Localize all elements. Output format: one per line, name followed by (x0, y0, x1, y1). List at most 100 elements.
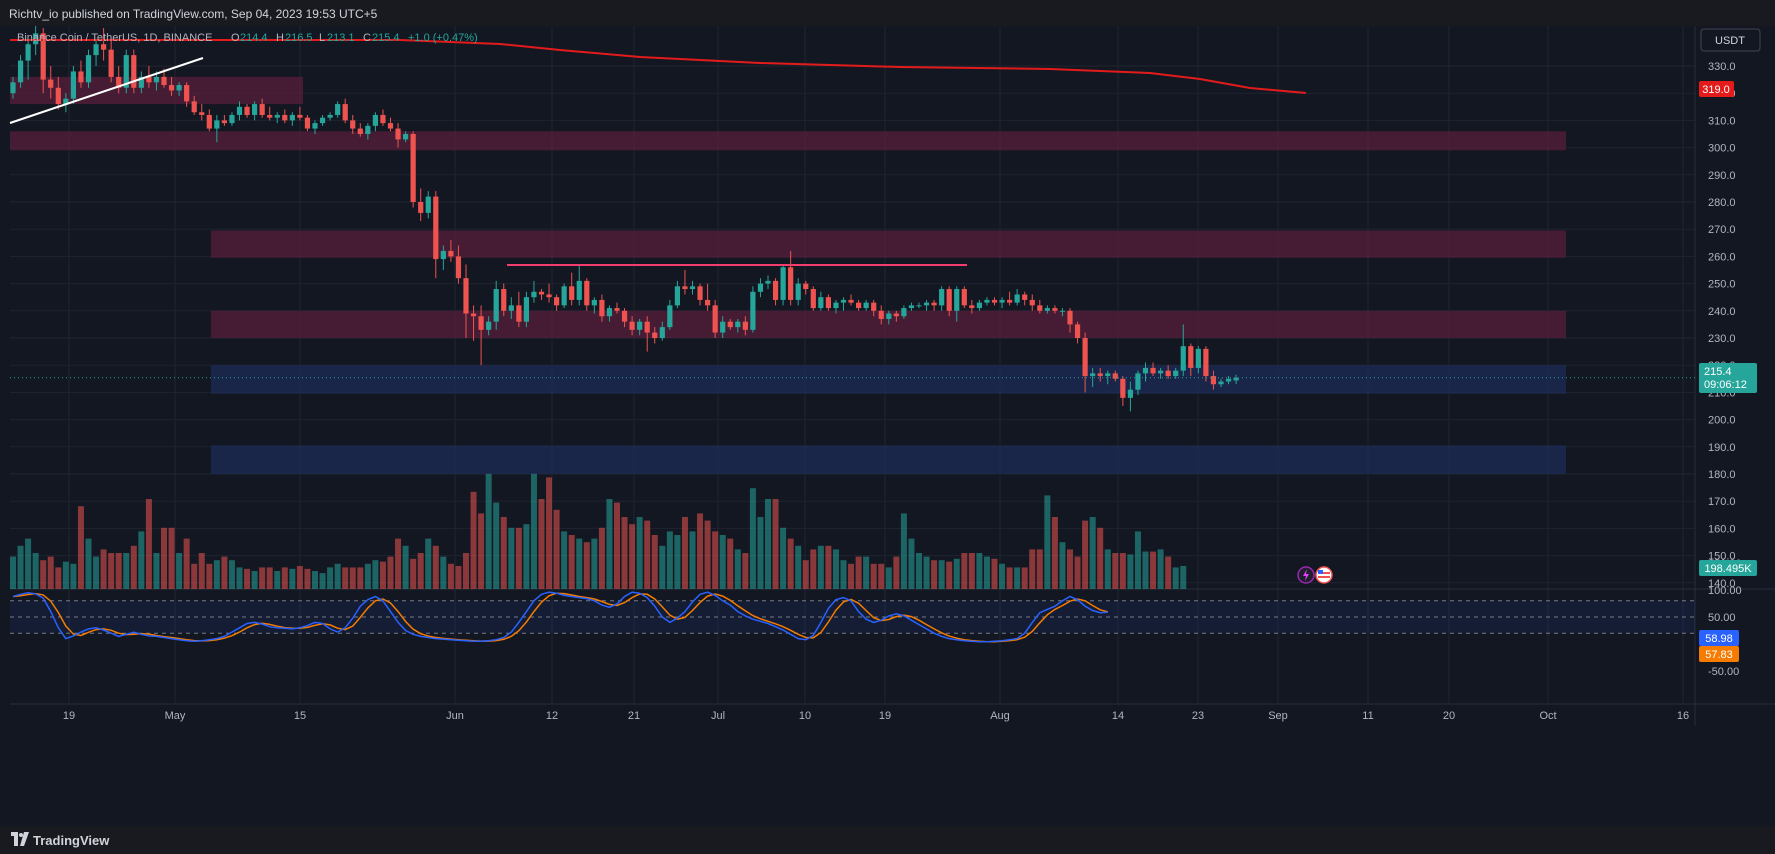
price-tick-label: 230.0 (1708, 333, 1736, 345)
candle-body (1014, 294, 1020, 303)
volume-bar (1097, 527, 1104, 589)
candle-body (508, 305, 514, 311)
volume-bar (123, 553, 130, 589)
candle-body (765, 280, 771, 284)
candle-body (720, 321, 726, 333)
candle-body (259, 104, 265, 115)
volume-bar (236, 567, 243, 589)
event-markers[interactable] (1297, 566, 1333, 584)
candle-body (1105, 373, 1111, 377)
time-tick-label: 21 (628, 710, 640, 722)
volume-bar (840, 560, 847, 589)
time-tick-label: Jun (446, 710, 464, 722)
ma-badge: 319.0 (1699, 81, 1734, 97)
candle-body (55, 87, 61, 105)
candle-body (516, 305, 522, 322)
candle-body (984, 299, 990, 303)
candle-body (116, 76, 122, 88)
volume-bar (765, 499, 771, 589)
candle-body (697, 286, 703, 300)
chart-canvas[interactable]: 330.0320.0310.0300.0290.0280.0270.0260.0… (0, 26, 1775, 826)
volume-bar (900, 513, 907, 589)
volume-bar (1089, 517, 1096, 589)
last-price-badge-bg (1699, 363, 1757, 393)
candle-body (644, 321, 650, 333)
volume-bar (1021, 567, 1028, 589)
candle-body (48, 79, 54, 88)
volume-bar (432, 545, 439, 589)
candle-body (1059, 310, 1066, 312)
legend-high: 216.5 (285, 32, 313, 44)
volume-bar (455, 565, 462, 589)
volume-bar (281, 567, 288, 589)
volume-bar (85, 538, 92, 589)
volume-bar (183, 538, 190, 589)
legend: Binance Coin / TetherUS, 1D, BINANCE O 2… (17, 32, 478, 44)
volume-bar (93, 556, 100, 589)
volume-bar (1082, 520, 1089, 589)
candle-body (878, 310, 884, 319)
currency-button-label[interactable]: USDT (1715, 35, 1745, 47)
volume-bar (145, 499, 152, 589)
volume-bar (1172, 567, 1179, 589)
lightning-glyph (1303, 569, 1309, 581)
volume-bar (1165, 556, 1172, 589)
candle-body (297, 114, 303, 118)
volume-bar (606, 499, 613, 589)
candle-body (584, 280, 590, 306)
volume-bar (757, 517, 764, 589)
candle-body (101, 44, 107, 50)
volume-bar (296, 565, 303, 589)
time-tick-label: 15 (294, 710, 306, 722)
price-tick-label: 170.0 (1708, 496, 1736, 508)
publish-header: Richtv_io published on TradingView.com, … (0, 0, 1775, 26)
candle-body (365, 125, 371, 134)
candle-body (916, 305, 922, 307)
candle-body (342, 104, 348, 121)
volume-bar (130, 545, 137, 589)
candle-body (946, 289, 952, 311)
volume-bar (221, 556, 228, 589)
price-tick-label: 140.0 (1708, 578, 1736, 590)
time-tick-label: 19 (63, 710, 75, 722)
candle-body (425, 196, 431, 213)
volume-bar (493, 502, 500, 589)
candle-body (931, 302, 937, 306)
volume-bar (697, 513, 704, 589)
stoch-d-badge-bg (1699, 646, 1739, 662)
volume-bar (387, 556, 394, 589)
drawings (9, 39, 1695, 379)
legend-symbol: Binance Coin / TetherUS, 1D, BINANCE (17, 32, 212, 44)
price-zone (211, 445, 1566, 474)
oscillator-tick-label: 100.00 (1708, 585, 1742, 597)
candle-body (1165, 370, 1171, 377)
volume-bar (40, 560, 47, 589)
volume-bar (259, 567, 266, 589)
candle-body (199, 112, 205, 115)
volume-bar (659, 545, 666, 589)
legend-o-label: O (231, 32, 240, 44)
us-flag-icon[interactable] (1315, 566, 1333, 584)
currency-button-frame[interactable] (1700, 28, 1761, 52)
candle-body (403, 134, 409, 140)
volume-bar (780, 527, 787, 589)
candle-body (10, 82, 16, 94)
time-tick-label: Sep (1268, 710, 1288, 722)
volume-bar (1112, 553, 1119, 589)
stoch-k-value: 58.98 (1705, 633, 1733, 645)
candle-body (727, 321, 733, 328)
currency-button[interactable]: USDT (1700, 28, 1761, 52)
ma-badge-value: 319.0 (1702, 84, 1730, 96)
stoch-k-badge: 58.98 (1699, 630, 1739, 646)
volume-bar (1029, 549, 1036, 589)
candle-body (591, 299, 597, 306)
volume-bar (463, 553, 469, 589)
candle-body (1029, 299, 1035, 306)
price-tick-label: 250.0 (1708, 279, 1736, 291)
volume-bar (636, 517, 643, 589)
volume-bar (553, 509, 560, 589)
chart-frame[interactable]: 330.0320.0310.0300.0290.0280.0270.0260.0… (0, 26, 1775, 826)
candle-body (1007, 299, 1013, 303)
volume-badge-value: 198.495K (1704, 563, 1752, 575)
volume-bar (772, 499, 779, 589)
